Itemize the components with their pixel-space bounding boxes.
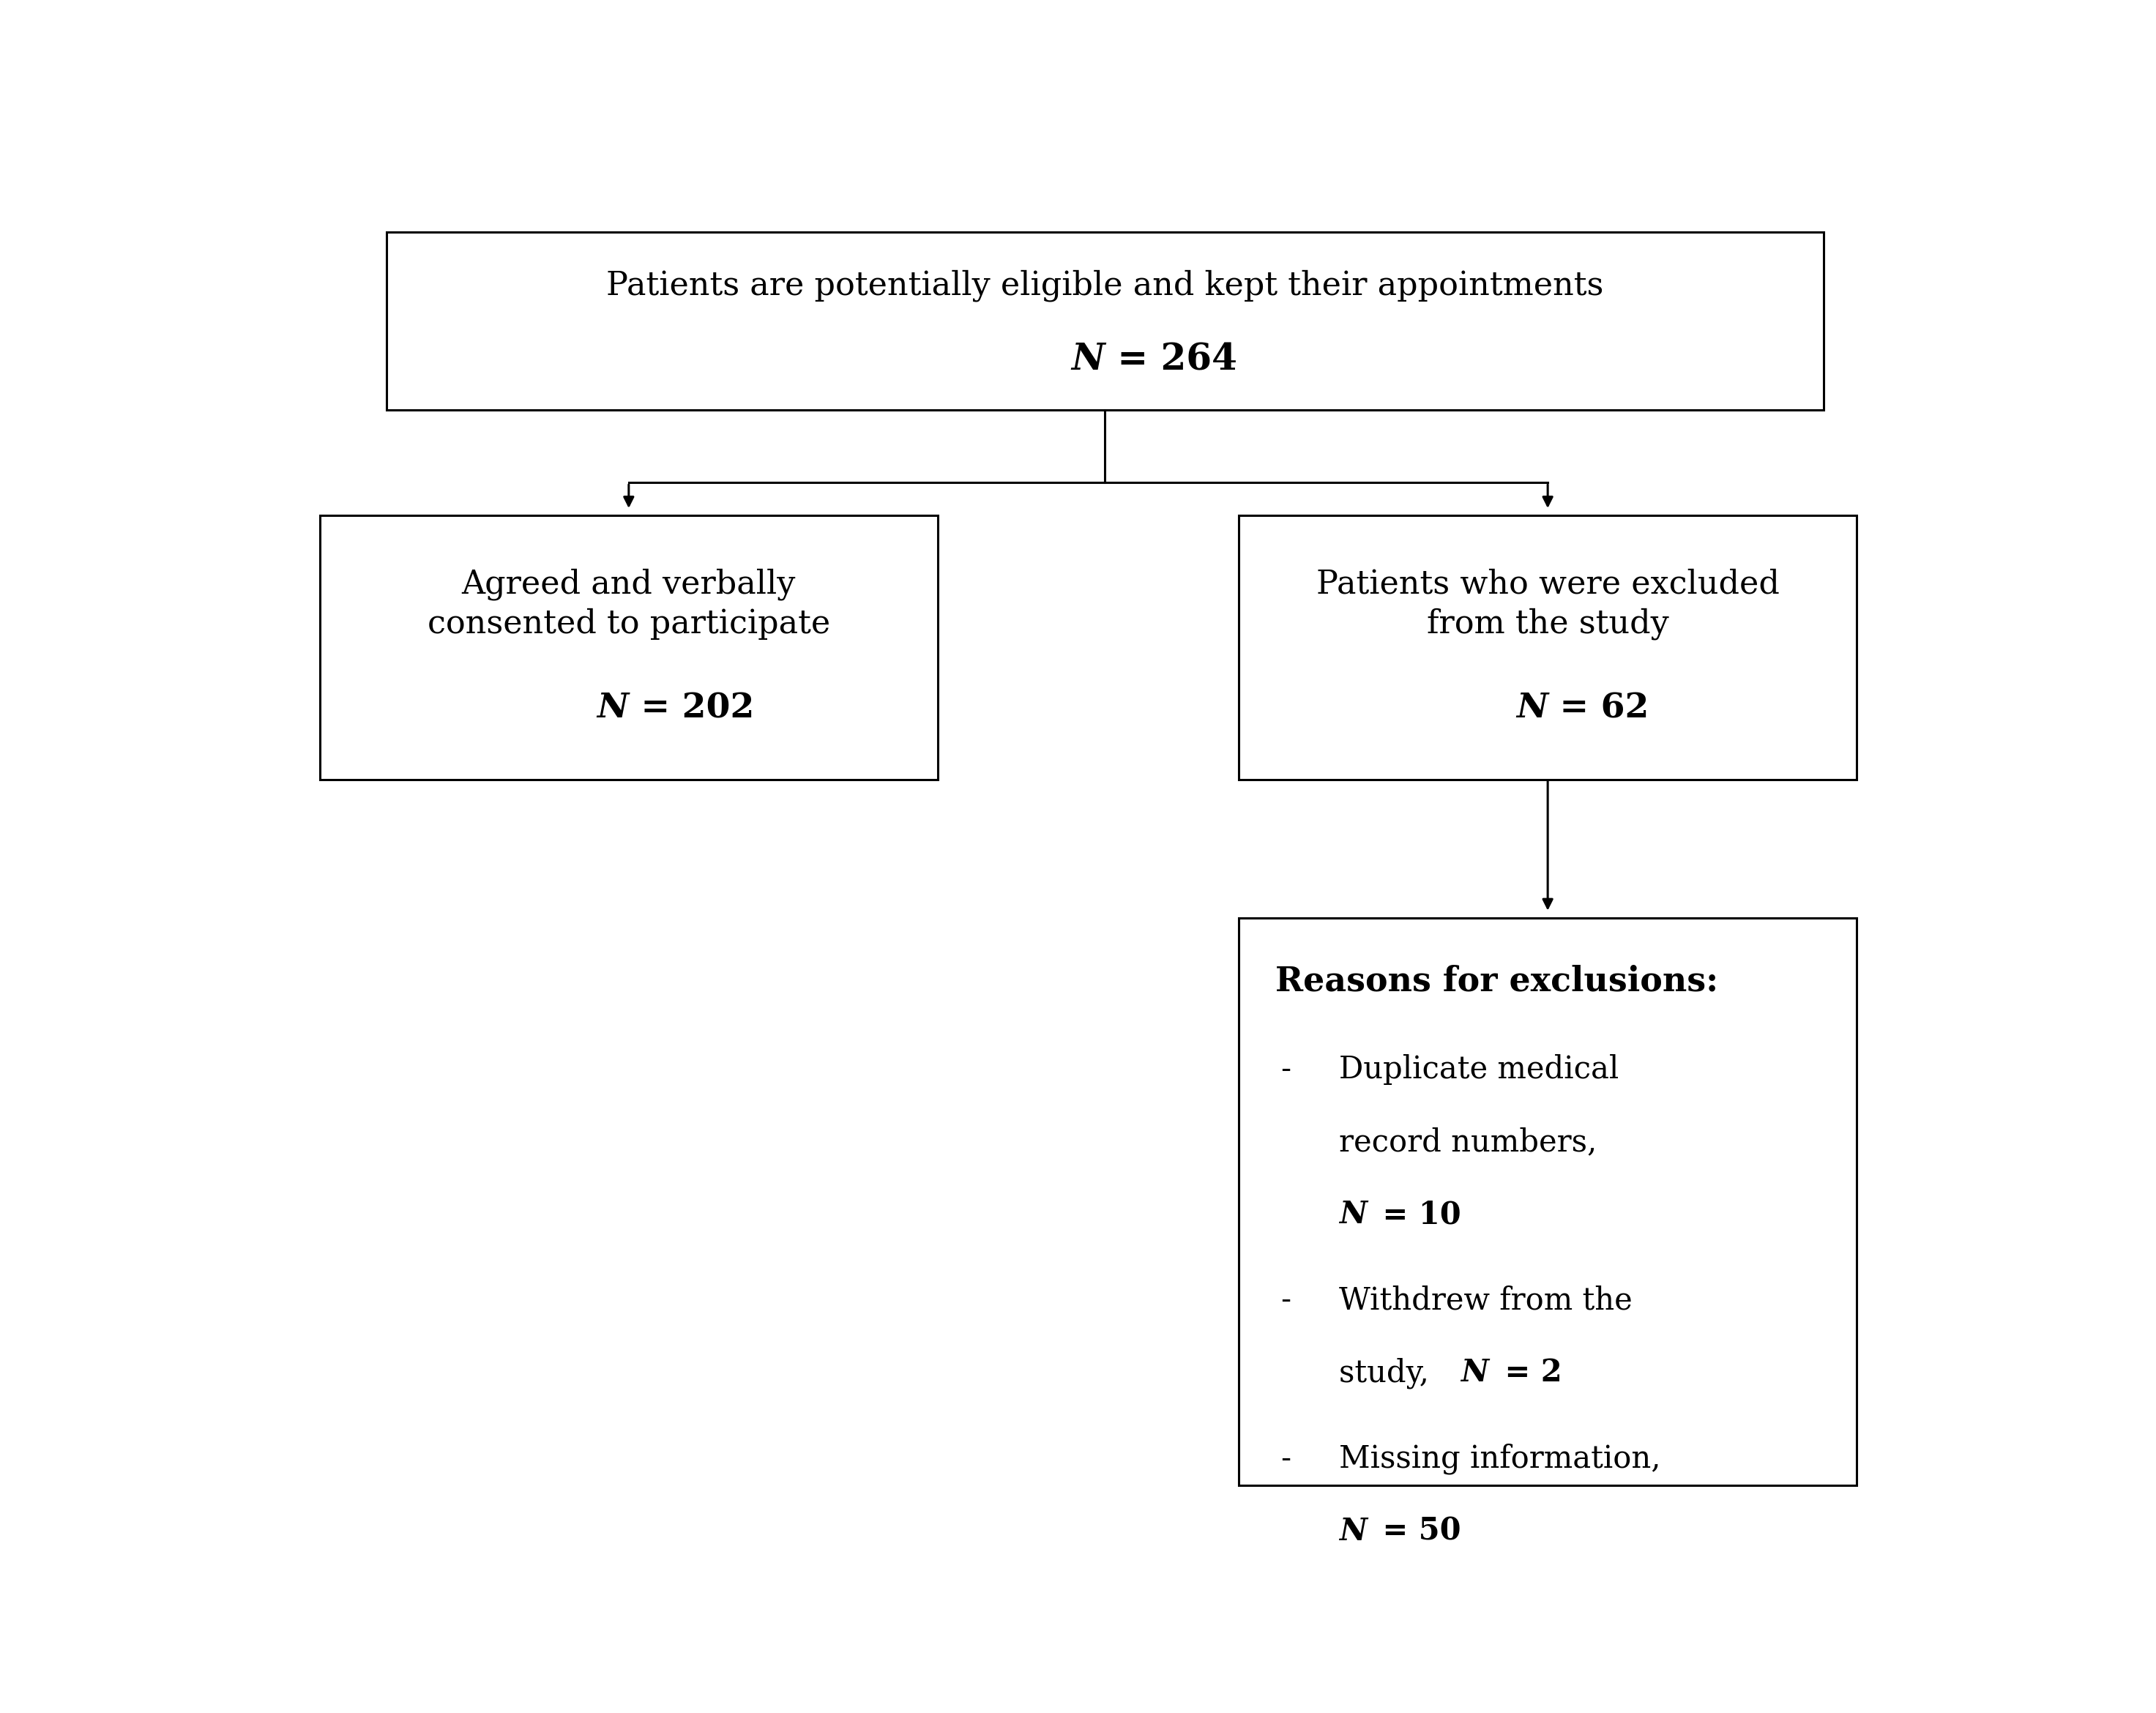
FancyBboxPatch shape xyxy=(1238,516,1856,779)
Text: Patients are potentially eligible and kept their appointments: Patients are potentially eligible and ke… xyxy=(606,269,1604,301)
Text: N: N xyxy=(1462,1357,1488,1388)
Text: Duplicate medical: Duplicate medical xyxy=(1339,1053,1619,1084)
Text: consented to participate: consented to participate xyxy=(427,608,830,639)
Text: = 62: = 62 xyxy=(1548,692,1649,725)
Text: Withdrew from the: Withdrew from the xyxy=(1339,1285,1632,1316)
Text: N: N xyxy=(1339,1516,1367,1547)
Text: Agreed and verbally: Agreed and verbally xyxy=(461,569,796,600)
Text: = 264: = 264 xyxy=(1106,343,1238,379)
Text: Reasons for exclusions:: Reasons for exclusions: xyxy=(1276,964,1718,999)
Text: = 202: = 202 xyxy=(630,692,755,725)
Text: N: N xyxy=(1516,692,1548,725)
Text: -: - xyxy=(1281,1285,1291,1316)
Text: Missing information,: Missing information, xyxy=(1339,1442,1660,1475)
Text: = 50: = 50 xyxy=(1371,1516,1462,1547)
Text: study,: study, xyxy=(1339,1357,1438,1389)
Text: = 2: = 2 xyxy=(1494,1357,1563,1388)
Text: N: N xyxy=(597,692,630,725)
Text: = 10: = 10 xyxy=(1371,1199,1462,1230)
FancyBboxPatch shape xyxy=(319,516,938,779)
FancyBboxPatch shape xyxy=(1238,918,1856,1485)
Text: Patients who were excluded: Patients who were excluded xyxy=(1315,569,1779,600)
Text: N: N xyxy=(1072,343,1106,379)
Text: -: - xyxy=(1281,1444,1291,1473)
Text: record numbers,: record numbers, xyxy=(1339,1127,1598,1158)
Text: from the study: from the study xyxy=(1427,608,1669,639)
Text: N: N xyxy=(1339,1199,1367,1230)
FancyBboxPatch shape xyxy=(386,231,1824,409)
Text: -: - xyxy=(1281,1053,1291,1084)
